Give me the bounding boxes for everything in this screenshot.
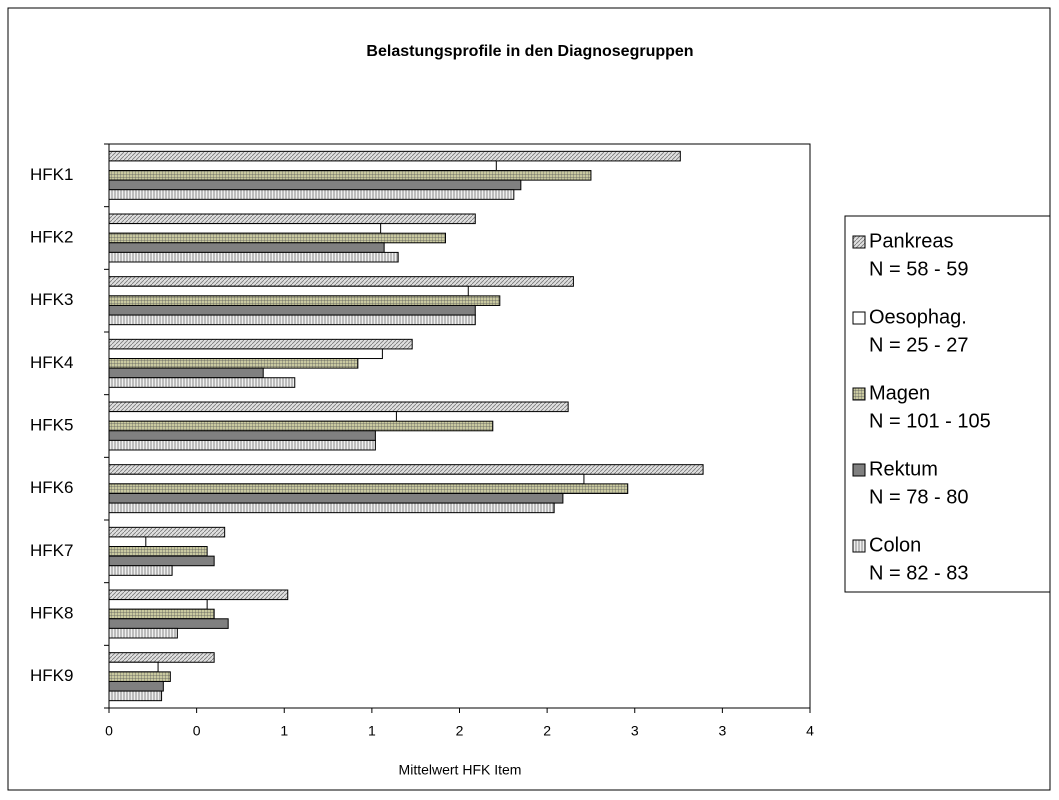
bar [108, 502, 555, 514]
bar [108, 338, 413, 350]
bar [108, 608, 215, 620]
y-tick-label: HFK4 [30, 353, 73, 372]
x-tick-label: 1 [280, 723, 288, 739]
bar [108, 304, 476, 316]
x-axis-label: Mittelwert HFK Item [399, 762, 522, 778]
x-tick-label: 4 [806, 723, 814, 739]
bar [108, 565, 173, 576]
bar [108, 555, 215, 567]
legend-note: N = 58 - 59 [869, 258, 969, 280]
legend-swatch [852, 387, 866, 401]
y-tick-label: HFK5 [30, 415, 73, 434]
legend-swatch [852, 463, 866, 477]
y-tick-label: HFK9 [30, 666, 73, 685]
legend-label: Rektum [869, 458, 938, 480]
legend-label: Colon [869, 534, 921, 556]
y-tick-label: HFK1 [30, 165, 73, 184]
bar [108, 276, 574, 287]
bar [108, 251, 399, 263]
bar [108, 367, 264, 379]
x-tick-label: 1 [368, 723, 376, 739]
x-tick-label: 3 [631, 723, 639, 739]
bar [108, 690, 163, 702]
bar [108, 401, 569, 413]
x-tick-label: 2 [543, 723, 551, 739]
bar [108, 599, 208, 610]
x-tick-label: 0 [193, 723, 201, 739]
bar [108, 671, 171, 682]
y-tick-label: HFK3 [30, 290, 73, 309]
bar [108, 589, 289, 601]
legend-label: Oesophag. [869, 306, 967, 328]
bar [108, 348, 383, 360]
bar [108, 358, 359, 369]
bar [108, 160, 497, 172]
bar [108, 285, 469, 297]
legend-note: N = 82 - 83 [869, 562, 969, 584]
bar [108, 473, 585, 485]
x-tick-label: 0 [105, 723, 113, 739]
x-tick-label: 3 [718, 723, 726, 739]
legend-note: N = 25 - 27 [869, 334, 969, 356]
bar [108, 430, 376, 441]
bar [108, 464, 704, 475]
bar [108, 546, 208, 557]
bar [108, 232, 446, 244]
bar [108, 526, 226, 538]
bar [108, 314, 476, 326]
bar [108, 179, 522, 191]
bar [108, 170, 592, 181]
legend-note: N = 78 - 80 [869, 486, 969, 508]
x-tick-label: 2 [456, 723, 464, 739]
y-tick-label: HFK7 [30, 541, 73, 560]
bar [108, 189, 515, 200]
legend-label: Magen [869, 382, 930, 404]
bar [108, 627, 178, 639]
bar [108, 680, 164, 692]
bar [108, 223, 382, 234]
bar [108, 536, 147, 548]
bar [108, 439, 376, 451]
legend-swatch [852, 539, 866, 553]
bar [108, 492, 564, 504]
bar [108, 242, 385, 253]
legend-note: N = 101 - 105 [869, 410, 991, 432]
bar [108, 618, 229, 629]
bar [108, 377, 296, 388]
bar [108, 213, 476, 225]
y-tick-label: HFK8 [30, 603, 73, 622]
bar [108, 652, 215, 663]
legend-swatch [852, 311, 866, 325]
bar [108, 295, 501, 306]
bar [108, 483, 629, 494]
legend-swatch [852, 235, 866, 249]
y-tick-label: HFK6 [30, 478, 73, 497]
bar [108, 411, 397, 422]
legend-label: Pankreas [869, 230, 954, 252]
bar [108, 150, 681, 162]
bar [108, 661, 159, 673]
bar [108, 420, 494, 432]
chart-title: Belastungsprofile in den Diagnosegruppen [366, 43, 693, 60]
y-tick-label: HFK2 [30, 227, 73, 246]
legend-box [844, 215, 1051, 593]
